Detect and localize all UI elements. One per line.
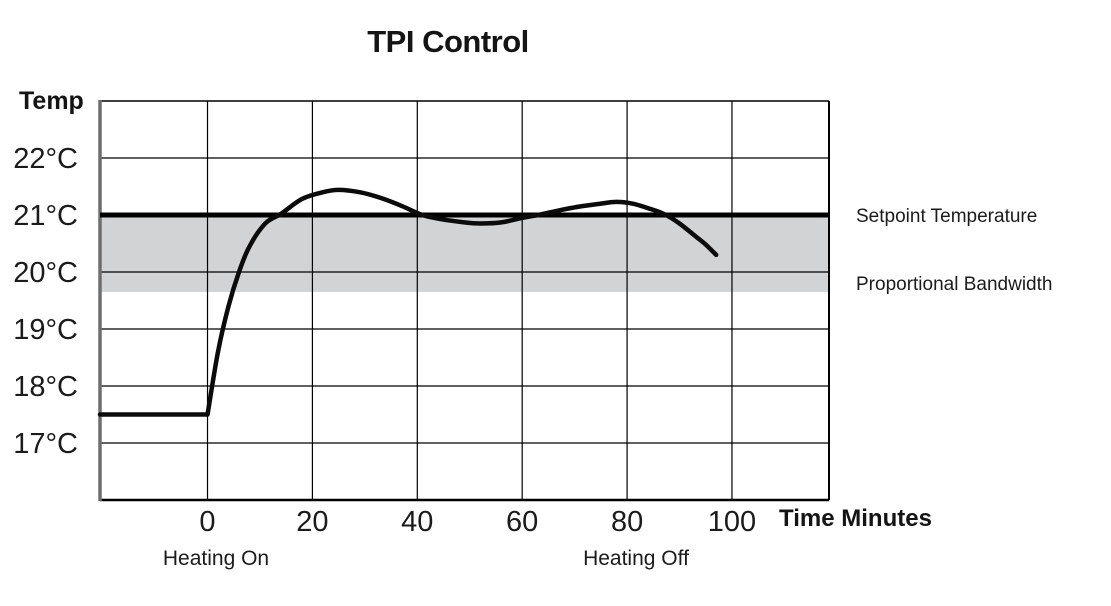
y-tick-label: 22°C [13, 143, 78, 175]
x-tick-label: 40 [401, 506, 434, 538]
proportional-bandwidth-label: Proportional Bandwidth [856, 274, 1053, 295]
y-tick-label: 19°C [13, 314, 78, 346]
y-tick-label: 18°C [13, 371, 78, 403]
y-tick-label: 21°C [13, 200, 78, 232]
annotation-heating-on: Heating On [162, 547, 270, 570]
y-axis-title: Temp [19, 87, 84, 115]
x-tick-label: 0 [199, 506, 216, 538]
temperature-curve [97, 187, 719, 417]
x-axis-title: Time Minutes [779, 505, 932, 532]
proportional-band-region [100, 215, 829, 292]
x-tick-label: 100 [707, 506, 757, 538]
x-tick-label: 60 [506, 506, 539, 538]
annotation-heating-off: Heating Off [583, 547, 689, 570]
chart-title: TPI Control [367, 24, 529, 59]
x-tick-label: 20 [296, 506, 329, 538]
y-tick-label: 20°C [13, 257, 78, 289]
x-tick-label: 80 [610, 506, 644, 538]
setpoint-label: Setpoint Temperature [856, 206, 1038, 227]
y-tick-label: 17°C [13, 428, 78, 460]
